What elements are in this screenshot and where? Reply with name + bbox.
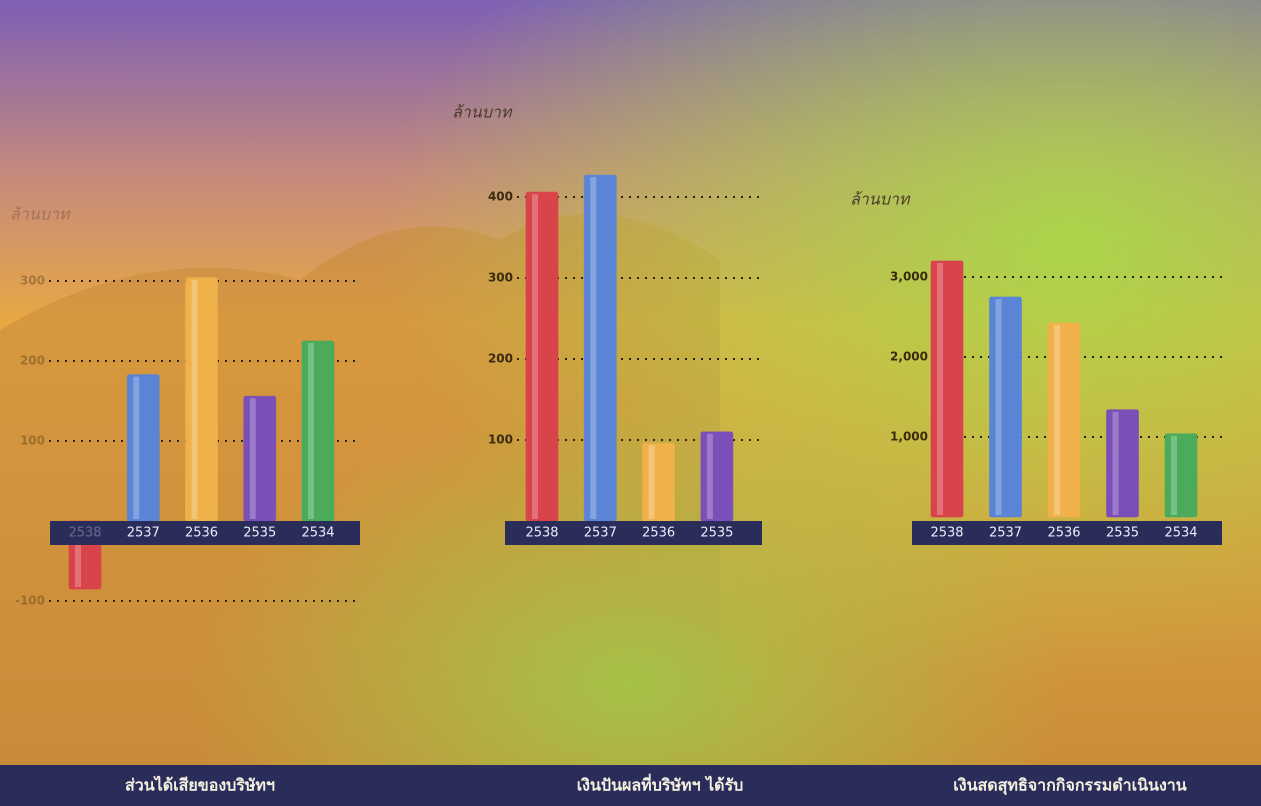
y-axis-label: ล้านบาท (10, 205, 71, 224)
bar-highlight (192, 280, 198, 519)
y-tick-label: 200 (488, 352, 513, 366)
y-tick-label: 3,000 (890, 270, 928, 284)
x-tick-label: 2537 (127, 526, 160, 541)
x-tick-label: 2538 (68, 526, 101, 541)
bar (302, 341, 334, 521)
bar (643, 443, 675, 521)
bar (526, 192, 558, 521)
bar-highlight (937, 263, 943, 515)
bar (244, 396, 276, 521)
y-tick-label: 2,000 (890, 350, 928, 364)
y-tick-label: -100 (15, 594, 45, 608)
x-tick-label: 2536 (185, 526, 218, 541)
y-tick-label: 300 (20, 274, 45, 288)
chart-title: ส่วนได้เสียของบริษัทฯ (125, 776, 275, 795)
x-tick-label: 2538 (525, 526, 558, 541)
bar (1107, 410, 1139, 517)
x-tick-label: 2534 (301, 526, 334, 541)
bar-highlight (532, 194, 538, 519)
bar (584, 175, 616, 521)
bar (127, 375, 159, 521)
y-axis-label: ล้านบาท (452, 103, 513, 122)
chart-title: เงินสดสุทธิจากกิจกรรมดำเนินงาน (953, 776, 1187, 796)
y-axis-label: ล้านบาท (850, 190, 911, 209)
x-tick-label: 2536 (642, 526, 675, 541)
bar (931, 261, 963, 517)
bar-highlight (649, 445, 655, 519)
x-tick-label: 2534 (1164, 526, 1197, 541)
x-tick-label: 2536 (1047, 526, 1080, 541)
bar (1048, 323, 1080, 517)
x-tick-label: 2535 (243, 526, 276, 541)
bar-highlight (590, 177, 596, 519)
y-tick-label: 400 (488, 190, 513, 204)
bar-highlight (996, 299, 1002, 515)
x-tick-label: 2537 (989, 526, 1022, 541)
bar-highlight (133, 377, 139, 519)
bar-highlight (1113, 412, 1119, 515)
bar-highlight (707, 434, 713, 519)
bar-highlight (308, 343, 314, 519)
bar (1165, 434, 1197, 517)
bar (186, 278, 218, 521)
bar (990, 297, 1022, 517)
bar (701, 432, 733, 521)
bar-highlight (1171, 436, 1177, 515)
x-tick-label: 2538 (930, 526, 963, 541)
bar-highlight (250, 398, 256, 519)
x-tick-label: 2535 (700, 526, 733, 541)
x-tick-label: 2537 (584, 526, 617, 541)
y-tick-label: 300 (488, 271, 513, 285)
page: ล้านบาทส่วนได้เสียของบริษัทฯ -100 100 200 30… (0, 0, 1261, 806)
y-tick-label: 1,000 (890, 430, 928, 444)
y-tick-label: 100 (488, 433, 513, 447)
bar-highlight (1054, 325, 1060, 515)
y-tick-label: 200 (20, 354, 45, 368)
chart-title: เงินปันผลที่บริษัทฯ ได้รับ (577, 774, 744, 795)
y-tick-label: 100 (20, 434, 45, 448)
x-tick-label: 2535 (1106, 526, 1139, 541)
